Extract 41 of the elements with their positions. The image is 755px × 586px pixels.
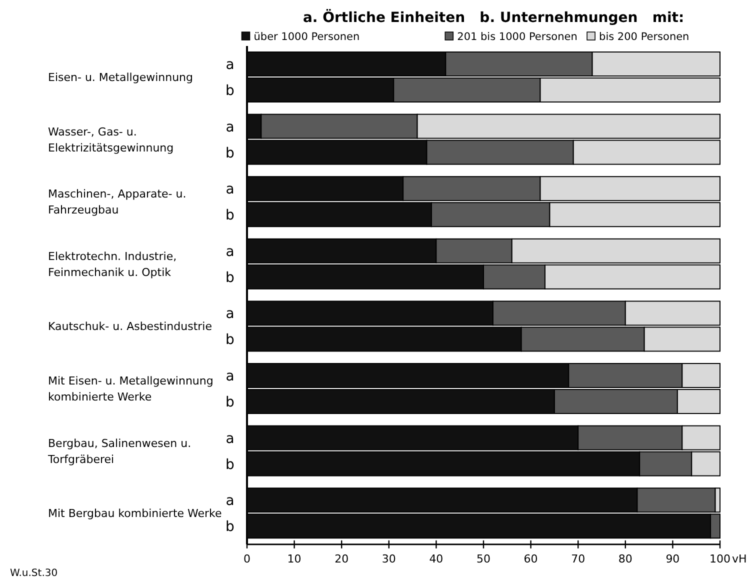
x-tick-label: 20 (334, 552, 349, 566)
x-tick-label: 90 (666, 552, 680, 566)
y-tick-label: b (226, 208, 235, 224)
y-tick-label: b (226, 83, 235, 99)
x-tick-label: 100 (710, 552, 730, 566)
y-tick-label: a (226, 182, 234, 198)
chart-title: a. Örtliche Einheiten b. Unternehmungen mit: (302, 9, 684, 26)
y-tick-label: b (226, 394, 235, 410)
y-tick-label: b (226, 145, 235, 162)
text: Bergbau, Salinenwesen u. Torfgräberei (47, 436, 192, 466)
text: Kautschuk- u. Asbestindustrie (48, 320, 212, 334)
legend-label: über 1000 Personen (254, 31, 360, 43)
text: Wasser-, Gas- u. Elektrizitätsgewinnung (48, 125, 174, 154)
x-tick-label: 70 (571, 552, 586, 566)
y-tick-label: a (226, 57, 234, 73)
legend-label: bis 200 Personen (599, 31, 690, 43)
x-tick-label: 0 (244, 552, 250, 566)
y-tick-label: a (226, 306, 234, 322)
y-tick-label: a (226, 119, 234, 136)
y-tick-label: b (226, 270, 235, 286)
x-tick-label: 10 (287, 552, 302, 566)
x-tick-label: 30 (382, 552, 396, 566)
x-axis-title: vH (732, 552, 747, 566)
y-tick-label: a (226, 368, 234, 384)
text: W.u.St.30 (10, 568, 58, 579)
text: Maschinen-, Apparate- u. Fahrzeugbau (48, 188, 186, 217)
legend-label: 201 bis 1000 Personen (457, 31, 578, 43)
y-tick-label: a (226, 430, 234, 447)
x-tick-label: 80 (618, 552, 632, 566)
y-tick-label: b (226, 456, 235, 473)
text: Mit Eisen- u. Metallgewinnung kombinierte Werke (48, 374, 214, 404)
text: Elektrotechn. Industrie, Feinmechanik u. Optik (48, 250, 177, 279)
x-tick-label: 50 (476, 552, 490, 566)
y-tick-label: a (226, 493, 234, 510)
y-tick-label: b (226, 519, 235, 536)
text: Eisen- u. Metallgewinnung (48, 71, 194, 84)
x-tick-label: 60 (524, 552, 538, 566)
x-tick-label: 40 (429, 552, 444, 566)
y-tick-label: b (226, 332, 235, 348)
text: Mit Bergbau kombinierte Werke (48, 507, 222, 520)
y-tick-label: a (226, 244, 234, 260)
